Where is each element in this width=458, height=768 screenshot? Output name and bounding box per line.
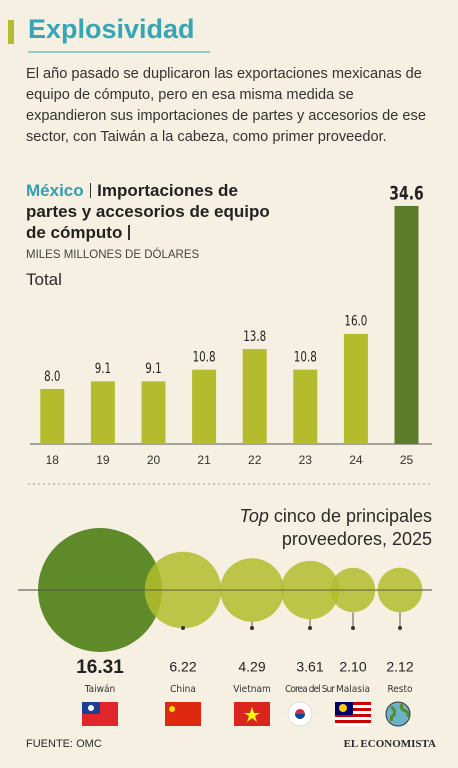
value-label: 3.61 bbox=[296, 659, 323, 675]
bar bbox=[343, 333, 368, 444]
bubble-title: Top cinco de principales proveedores, 20… bbox=[172, 505, 432, 551]
leader-dot bbox=[250, 626, 254, 630]
leader-dot bbox=[181, 626, 185, 630]
header-title: Explosividad bbox=[28, 14, 195, 44]
x-tick-label: 20 bbox=[147, 453, 161, 467]
flag-malaysia bbox=[335, 702, 371, 726]
category-label: Resto bbox=[387, 684, 413, 695]
category-label: China bbox=[170, 684, 196, 695]
value-label: 16.31 bbox=[76, 657, 124, 678]
flag-vietnam bbox=[234, 702, 270, 726]
value-label: 10.8 bbox=[193, 349, 216, 365]
bar bbox=[192, 369, 217, 444]
x-tick-label: 22 bbox=[248, 453, 262, 467]
chart-title: México Importaciones de partes y accesori… bbox=[26, 180, 276, 243]
value-label: 10.8 bbox=[294, 349, 317, 365]
bar bbox=[40, 388, 65, 444]
leader-dot bbox=[398, 626, 402, 630]
brand: EL ECONOMISTA bbox=[343, 738, 436, 750]
value-label: 9.1 bbox=[95, 361, 111, 377]
x-tick-label: 21 bbox=[197, 453, 211, 467]
x-tick-label: 23 bbox=[299, 453, 313, 467]
title-highlight: México bbox=[26, 181, 84, 200]
bar bbox=[242, 349, 267, 444]
description: El año pasado se duplicaron las exportac… bbox=[26, 66, 426, 145]
value-label: 4.29 bbox=[238, 659, 265, 675]
category-label: Vietnam bbox=[233, 684, 270, 695]
value-label: 34.6 bbox=[389, 183, 424, 205]
value-label: 2.10 bbox=[339, 659, 366, 675]
flag-korea bbox=[287, 701, 313, 727]
title-text: cinco de principales proveedores, 2025 bbox=[273, 506, 432, 549]
source: FUENTE: OMC bbox=[26, 738, 102, 750]
title-emphasis: Top bbox=[239, 506, 269, 526]
accent-bar bbox=[8, 20, 14, 44]
series-label: Total bbox=[26, 270, 62, 289]
bar bbox=[141, 381, 166, 444]
title-text: Importaciones de partes y accesorios de … bbox=[26, 181, 270, 242]
value-label: 8.0 bbox=[44, 369, 60, 385]
flag-taiwan bbox=[82, 702, 118, 726]
category-label: Malasia bbox=[336, 684, 370, 695]
value-label: 13.8 bbox=[243, 329, 266, 345]
bar bbox=[293, 369, 318, 444]
x-tick-label: 25 bbox=[400, 453, 414, 467]
globe-icon bbox=[385, 701, 411, 727]
leader-dot bbox=[351, 626, 355, 630]
value-label: 2.12 bbox=[386, 659, 413, 675]
x-tick-label: 24 bbox=[349, 453, 363, 467]
bar bbox=[394, 205, 419, 444]
flags bbox=[82, 701, 411, 727]
chart-subtitle: MILES MILLONES DE DÓLARES bbox=[26, 249, 200, 261]
value-label: 6.22 bbox=[169, 659, 196, 675]
category-label: Taiwán bbox=[84, 683, 115, 695]
flag-china bbox=[165, 702, 201, 726]
value-label: 16.0 bbox=[344, 314, 367, 330]
value-label: 9.1 bbox=[145, 361, 161, 377]
leader-dot bbox=[308, 626, 312, 630]
category-label: Corea del Sur bbox=[285, 684, 335, 695]
x-tick-label: 19 bbox=[96, 453, 110, 467]
x-tick-label: 18 bbox=[46, 453, 60, 467]
bar bbox=[90, 381, 115, 444]
